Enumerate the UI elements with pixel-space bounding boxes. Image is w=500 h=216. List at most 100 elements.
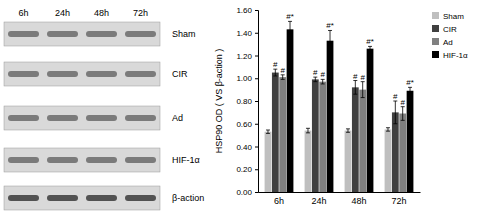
error-bar: [266, 130, 270, 133]
bar: [359, 90, 366, 192]
blot-strip: [4, 106, 160, 130]
error-bar-stem: [307, 128, 308, 133]
bar: [287, 29, 294, 192]
blot-band: [8, 31, 39, 37]
error-bar-cap: [401, 120, 405, 121]
legend-entry: Sham: [432, 12, 464, 21]
error-bar-stem: [355, 81, 356, 95]
error-bar-stem: [322, 79, 323, 84]
y-tick-mark: [255, 33, 258, 34]
y-tick: 1.20: [236, 52, 258, 61]
x-tick-label: 48h: [351, 196, 366, 206]
blot-strip: [4, 148, 160, 172]
error-bar-cap: [361, 97, 365, 98]
blot-band: [86, 195, 117, 201]
bar: [392, 112, 399, 192]
y-tick-mark: [255, 169, 258, 170]
error-bar-cap: [386, 127, 390, 128]
error-bar-stem: [275, 69, 276, 76]
y-tick: 0.00: [236, 188, 258, 197]
y-tick-mark: [255, 147, 258, 148]
blot-band: [47, 71, 78, 77]
y-tick-mark: [255, 124, 258, 125]
legend: ShamCIRAdHIF-1α: [432, 12, 468, 60]
error-bar: [346, 129, 350, 132]
bar: [312, 79, 319, 192]
y-tick: 0.40: [236, 143, 258, 152]
error-bar-stem: [282, 75, 283, 80]
error-bar-stem: [395, 101, 396, 124]
error-bar-cap: [306, 132, 310, 133]
bar: [319, 82, 326, 192]
error-bar-cap: [386, 131, 390, 132]
x-tick-label: 6h: [274, 196, 284, 206]
y-tick-mark: [255, 78, 258, 79]
error-bar: [386, 128, 390, 131]
blot-band: [125, 115, 156, 121]
blot-band: [125, 157, 156, 163]
blot-band: [86, 71, 117, 77]
error-bar-stem: [410, 87, 411, 94]
error-bar: [321, 79, 325, 84]
error-bar-stem: [402, 107, 403, 121]
y-tick-mark: [255, 101, 258, 102]
bar: [305, 131, 312, 192]
error-bar: [288, 21, 292, 37]
blot-row-label: β-action: [172, 193, 204, 203]
error-bar-cap: [346, 128, 350, 129]
error-bar: [273, 69, 277, 76]
x-axis-line: [259, 192, 421, 193]
blot-band: [47, 31, 78, 37]
error-bar-cap: [346, 132, 350, 133]
y-axis-title: HSP90 OD ( VS β-action ): [214, 49, 224, 154]
error-bar: [401, 107, 405, 121]
blot-band: [8, 115, 39, 121]
y-tick-mark: [255, 10, 258, 11]
bar: [367, 49, 374, 192]
y-tick: 0.60: [236, 120, 258, 129]
lane-label: 72h: [133, 8, 148, 18]
y-tick-label: 0.80: [236, 97, 252, 106]
blot-panel: 6h24h48h72hShamCIRAdHIF-1αβ-action: [4, 8, 204, 210]
error-bar-cap: [306, 128, 310, 129]
lane-label: 24h: [55, 8, 70, 18]
significance-label: #: [393, 92, 398, 101]
blot-band: [86, 31, 117, 37]
error-bar-cap: [313, 81, 317, 82]
error-bar: [306, 128, 310, 133]
blot-row-label: Ad: [172, 113, 183, 123]
blot-band: [125, 31, 156, 37]
y-tick-label: 1.40: [236, 29, 252, 38]
y-tick-label: 0.40: [236, 143, 252, 152]
y-tick-label: 1.60: [236, 6, 252, 15]
error-bar: [281, 75, 285, 80]
y-tick: 1.60: [236, 6, 258, 15]
error-bar-stem: [330, 30, 331, 50]
blot-band: [47, 115, 78, 121]
error-bar-stem: [290, 21, 291, 37]
bar: [272, 73, 279, 192]
significance-label: #: [273, 60, 278, 69]
lane-label: 6h: [18, 8, 28, 18]
error-bar: [368, 46, 372, 51]
legend-swatch: [432, 38, 439, 45]
error-bar-cap: [266, 130, 270, 131]
blot-band: [86, 115, 117, 121]
lane-label: 48h: [94, 8, 109, 18]
blot-strip: [4, 22, 160, 46]
y-tick: 0.80: [236, 97, 258, 106]
significance-label: #*: [286, 12, 294, 21]
y-tick-label: 0.00: [236, 188, 252, 197]
legend-swatch: [432, 51, 439, 58]
significance-label: #*: [406, 78, 414, 87]
bar: [407, 91, 414, 192]
significance-label: #*: [326, 21, 334, 30]
error-bar-stem: [370, 46, 371, 51]
significance-label: #: [360, 73, 365, 82]
error-bar-stem: [315, 77, 316, 82]
significance-label: #: [280, 66, 285, 75]
blot-row-label: Sham: [172, 29, 196, 39]
y-axis-line: [255, 11, 259, 193]
x-tick-label: 24h: [311, 196, 326, 206]
error-bar-cap: [281, 79, 285, 80]
